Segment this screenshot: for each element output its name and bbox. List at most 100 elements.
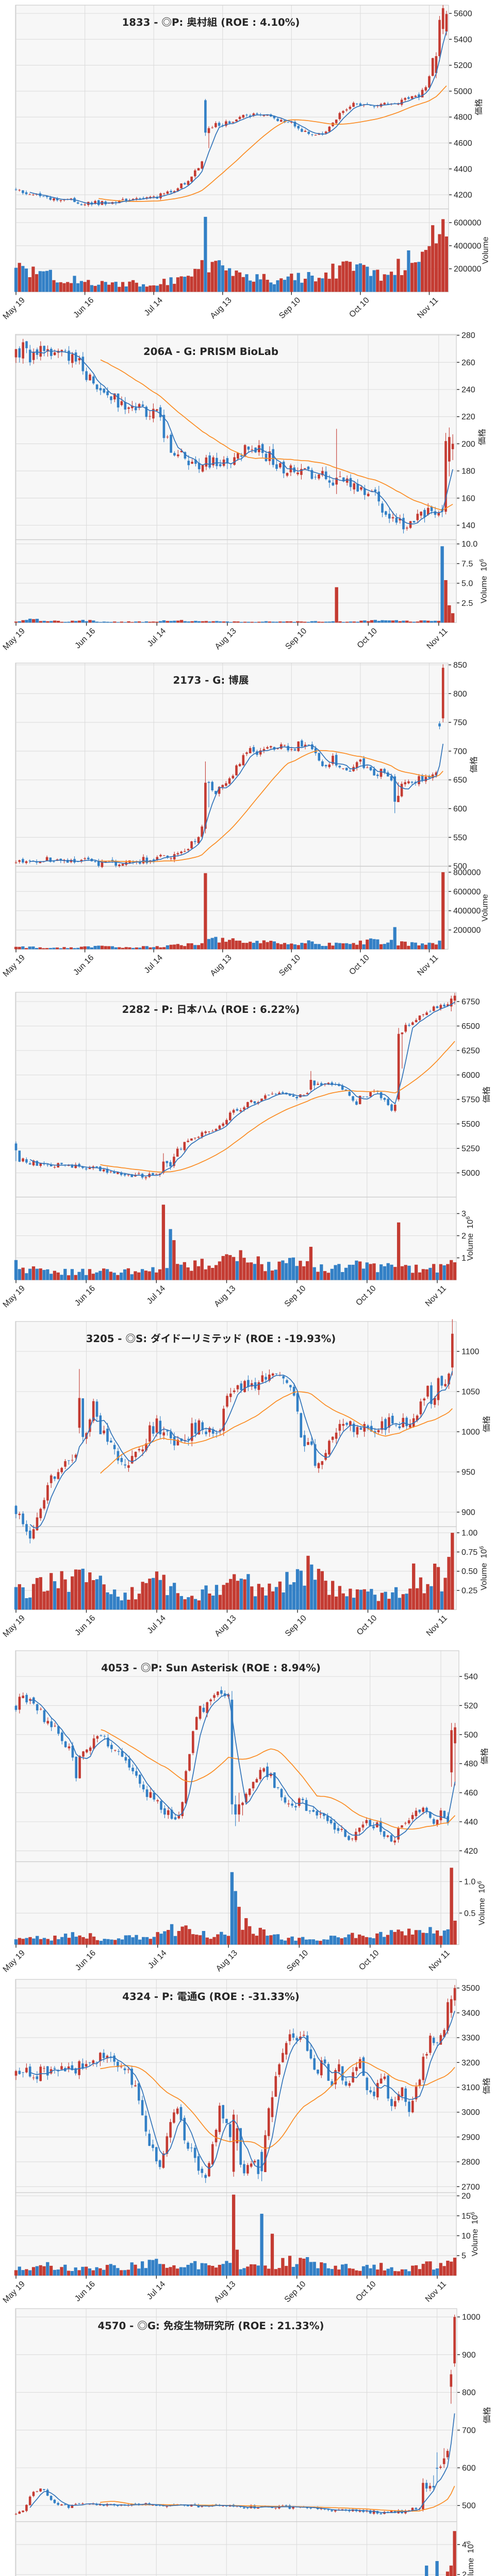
svg-text:500: 500 — [462, 2502, 476, 2511]
svg-text:5250: 5250 — [461, 1145, 480, 1154]
svg-text:4800: 4800 — [454, 113, 472, 122]
svg-text:0.25: 0.25 — [461, 1587, 477, 1596]
svg-text:Sep 10: Sep 10 — [283, 2280, 308, 2303]
svg-text:Nov 11: Nov 11 — [416, 296, 440, 320]
svg-text:10: 10 — [461, 2232, 471, 2241]
svg-text:600: 600 — [462, 2464, 476, 2473]
svg-text:Jun 16: Jun 16 — [73, 1614, 97, 1637]
svg-text:Jun 16: Jun 16 — [73, 1284, 97, 1308]
svg-text:460: 460 — [464, 1789, 478, 1798]
svg-text:1100: 1100 — [461, 1348, 480, 1357]
svg-text:Aug 13: Aug 13 — [213, 1614, 238, 1638]
svg-text:500: 500 — [453, 862, 467, 871]
svg-text:4: 4 — [462, 2540, 467, 2549]
svg-text:2800: 2800 — [461, 2158, 480, 2167]
svg-text:480: 480 — [464, 1760, 478, 1769]
svg-text:520: 520 — [464, 1702, 478, 1710]
svg-text:Oct 10: Oct 10 — [356, 626, 379, 650]
svg-text:1050: 1050 — [461, 1388, 480, 1397]
svg-text:900: 900 — [462, 2351, 476, 2360]
svg-text:200000: 200000 — [454, 265, 481, 274]
svg-text:3300: 3300 — [461, 2034, 480, 2043]
svg-text:650: 650 — [453, 776, 467, 785]
svg-text:Nov 11: Nov 11 — [416, 953, 440, 977]
svg-text:950: 950 — [461, 1468, 475, 1477]
svg-text:200: 200 — [461, 440, 475, 449]
svg-text:Volume: Volume — [481, 894, 489, 921]
svg-text:Jun 16: Jun 16 — [72, 296, 95, 319]
svg-text:3500: 3500 — [461, 1984, 480, 1993]
svg-text:600: 600 — [453, 805, 467, 814]
svg-text:Sep 10: Sep 10 — [285, 1948, 310, 1973]
svg-text:800000: 800000 — [453, 868, 481, 877]
svg-text:Nov 11: Nov 11 — [427, 1948, 452, 1973]
svg-text:800: 800 — [453, 690, 467, 699]
svg-text:Oct 10: Oct 10 — [348, 953, 371, 976]
svg-text:Volume: Volume — [481, 236, 490, 264]
svg-text:Jun 16: Jun 16 — [73, 2280, 97, 2303]
svg-text:6750: 6750 — [461, 998, 480, 1007]
svg-text:5750: 5750 — [461, 1096, 480, 1105]
svg-text:700: 700 — [453, 747, 467, 756]
svg-text:2900: 2900 — [461, 2133, 480, 2142]
svg-text:1.0: 1.0 — [464, 1878, 475, 1887]
svg-text:Jun 16: Jun 16 — [74, 1948, 97, 1972]
svg-text:May 19: May 19 — [2, 2280, 27, 2303]
svg-text:Aug 13: Aug 13 — [214, 1948, 239, 1973]
svg-text:5000: 5000 — [461, 1169, 480, 1178]
svg-text:1000: 1000 — [461, 1428, 480, 1437]
svg-text:20: 20 — [461, 2192, 471, 2201]
svg-text:10.0: 10.0 — [461, 540, 477, 549]
svg-text:Oct 10: Oct 10 — [355, 1614, 378, 1637]
svg-text:7.5: 7.5 — [461, 560, 473, 568]
svg-text:200000: 200000 — [453, 926, 481, 935]
svg-text:5500: 5500 — [461, 1120, 480, 1129]
svg-text:Jun 16: Jun 16 — [72, 953, 95, 977]
svg-text:Aug 13: Aug 13 — [212, 2280, 237, 2303]
svg-text:5200: 5200 — [454, 61, 472, 70]
svg-text:Jul 14: Jul 14 — [146, 1948, 168, 1970]
svg-text:600000: 600000 — [454, 219, 481, 228]
svg-text:4200: 4200 — [454, 191, 472, 200]
svg-text:500: 500 — [464, 1731, 478, 1739]
svg-text:240: 240 — [461, 386, 475, 395]
svg-text:6500: 6500 — [461, 1022, 480, 1031]
svg-text:400000: 400000 — [454, 242, 481, 250]
svg-text:Nov 11: Nov 11 — [424, 1284, 448, 1308]
svg-text:Jul 14: Jul 14 — [145, 2280, 167, 2301]
svg-text:Sep 10: Sep 10 — [277, 953, 302, 978]
svg-text:Aug 13: Aug 13 — [212, 1284, 237, 1309]
svg-text:Nov 11: Nov 11 — [425, 1614, 449, 1638]
svg-text:Sep 10: Sep 10 — [284, 626, 308, 651]
svg-text:900: 900 — [461, 1509, 475, 1517]
svg-text:2700: 2700 — [461, 2183, 480, 2192]
svg-text:Sep 10: Sep 10 — [283, 1284, 308, 1309]
svg-text:280: 280 — [461, 331, 475, 340]
svg-text:550: 550 — [453, 834, 467, 842]
svg-text:140: 140 — [461, 521, 475, 530]
svg-text:3100: 3100 — [461, 2083, 480, 2092]
svg-text:Sep 10: Sep 10 — [284, 1614, 308, 1638]
svg-text:May 19: May 19 — [2, 953, 27, 978]
svg-text:220: 220 — [461, 413, 475, 421]
svg-text:May 19: May 19 — [2, 1614, 27, 1639]
svg-text:1: 1 — [461, 1254, 466, 1263]
svg-text:260: 260 — [461, 359, 475, 367]
svg-text:Aug 13: Aug 13 — [209, 296, 234, 320]
svg-text:Jul 14: Jul 14 — [143, 953, 164, 975]
svg-text:Aug 13: Aug 13 — [213, 626, 238, 651]
svg-text:Jul 14: Jul 14 — [146, 1614, 168, 1635]
svg-text:400000: 400000 — [453, 907, 481, 916]
svg-text:Oct 10: Oct 10 — [357, 1948, 381, 1972]
svg-text:160: 160 — [461, 494, 475, 503]
svg-text:Aug 13: Aug 13 — [209, 953, 234, 978]
svg-text:Jun 16: Jun 16 — [73, 626, 97, 650]
svg-text:600000: 600000 — [453, 888, 481, 896]
svg-text:5400: 5400 — [454, 36, 472, 44]
svg-text:May 19: May 19 — [2, 1284, 27, 1309]
svg-text:440: 440 — [464, 1818, 478, 1827]
svg-text:3000: 3000 — [461, 2108, 480, 2117]
svg-text:700: 700 — [462, 2426, 476, 2435]
svg-text:5000: 5000 — [454, 87, 472, 96]
svg-text:Nov 11: Nov 11 — [425, 626, 450, 651]
